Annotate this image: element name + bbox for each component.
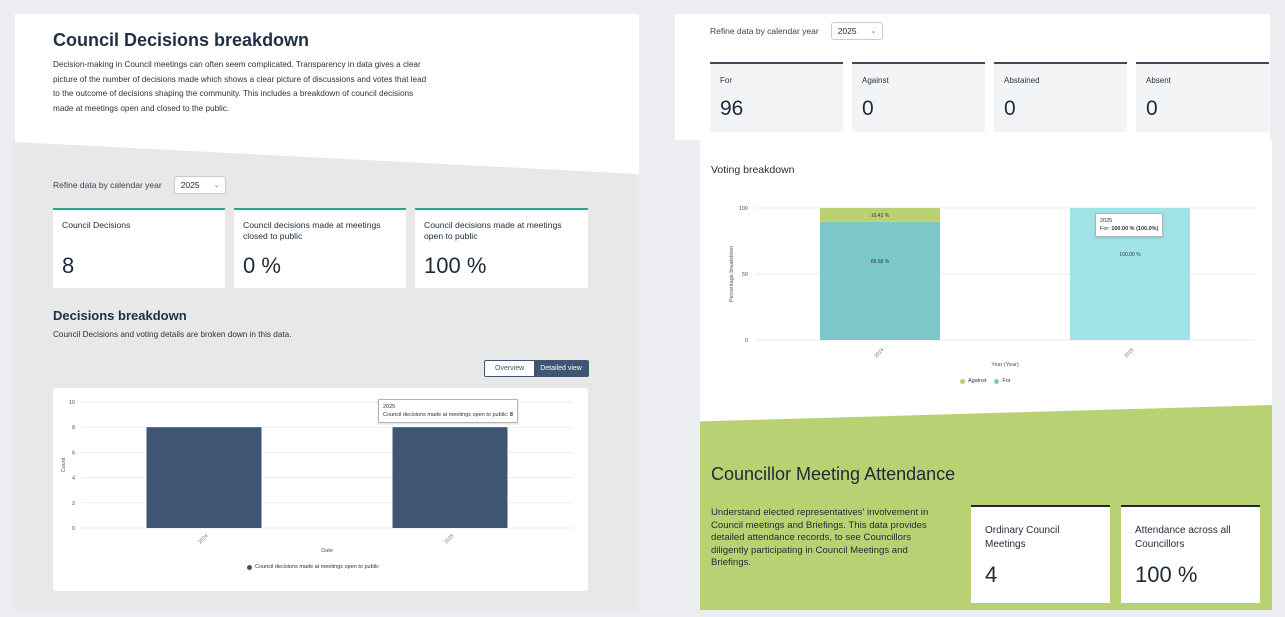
y-tick-label: 4 xyxy=(72,476,75,482)
y-tick-label: 8 xyxy=(72,425,75,431)
page-description: Decision-making in Council meetings can … xyxy=(53,60,427,113)
tooltip-value: 8 xyxy=(509,412,513,418)
chart-legend: Against For xyxy=(960,378,1011,384)
x-tick-label: 2024 xyxy=(197,533,209,545)
attendance-title: Councillor Meeting Attendance xyxy=(711,464,956,484)
y-axis-label: Count xyxy=(61,457,67,472)
x-axis-label: Year (Year) xyxy=(991,362,1019,368)
year-select[interactable]: 2025 ⌄ xyxy=(830,22,884,40)
card-value: 4 xyxy=(985,562,998,587)
bar-for xyxy=(820,221,940,340)
detailed-view-button[interactable]: Detailed view xyxy=(534,361,588,376)
card-value: 100 % xyxy=(424,253,487,278)
card-label: Council decisions made at meetings open … xyxy=(424,220,562,241)
bar-against xyxy=(820,208,940,222)
x-axis-label: Date xyxy=(321,548,333,554)
card-value: 0 xyxy=(1004,97,1016,120)
bar-label: 10.42 % xyxy=(871,213,890,219)
legend-dot xyxy=(994,378,1000,384)
bar-label: 89.58 % xyxy=(871,259,890,265)
y-tick-label: 50 xyxy=(742,272,748,278)
chevron-down-icon: ⌄ xyxy=(213,182,220,189)
view-toggle: Overview Detailed view xyxy=(484,360,589,377)
y-tick-label: 100 xyxy=(739,206,748,212)
chart-tooltip: 2025 Council decisions made at meetings … xyxy=(378,399,518,423)
legend-dot xyxy=(960,378,965,384)
intro-section xyxy=(15,14,639,174)
legend-label: Council decisions made at meetings open … xyxy=(255,564,379,570)
attendance-all-card: Attendance across all Councillors 100 % xyxy=(1121,505,1260,603)
card-label: Attendance across all Councillors xyxy=(1135,525,1231,550)
legend-dot xyxy=(247,564,252,570)
voting-chart: 0 50 100 89.58 % 10.42 % 2024 100.00 % 2025 Year… xyxy=(729,206,1255,368)
tooltip-value: 100.00 % (100.0%) xyxy=(1111,226,1159,232)
for-card: For 96 xyxy=(710,62,843,132)
decisions-breakdown-subtitle: Council Decisions and voting details are… xyxy=(53,330,292,339)
card-label: Ordinary Council Meetings xyxy=(985,525,1060,550)
refine-label: Refine data by calendar year xyxy=(710,26,819,36)
council-decisions-panel: Council Decisions breakdown Decision-mak… xyxy=(15,14,639,610)
decisions-breakdown-title: Decisions breakdown xyxy=(53,308,187,323)
card-label: Council Decisions xyxy=(62,220,131,230)
refine-label: Refine data by calendar year xyxy=(53,180,162,190)
x-tick-label: 2025 xyxy=(1123,347,1135,359)
tooltip-text: Council decisions made at meetings open … xyxy=(383,412,509,418)
open-decisions-card: Council decisions made at meetings open … xyxy=(415,208,588,288)
ordinary-meetings-card: Ordinary Council Meetings 4 xyxy=(971,505,1110,603)
y-axis-label: Percentage breakdown xyxy=(729,246,735,303)
y-tick-label: 0 xyxy=(72,526,75,532)
card-label: Council decisions made at meetings close… xyxy=(243,220,381,241)
bar xyxy=(392,427,508,528)
legend-item-against[interactable]: Against xyxy=(960,378,986,384)
tooltip-year: 2025 xyxy=(383,404,396,410)
card-label: For xyxy=(720,76,732,85)
year-select-value: 2025 xyxy=(837,26,857,36)
tooltip-year: 2025 xyxy=(1100,218,1113,224)
card-value: 0 % xyxy=(243,253,281,278)
tooltip-line: Council decisions made at meetings open … xyxy=(383,411,513,419)
against-card: Against 0 xyxy=(852,62,985,132)
decisions-chart: 0 2 4 6 8 10 2024 2025 Date Count xyxy=(61,400,573,554)
year-select-value: 2025 xyxy=(180,180,200,190)
refine-year-row: Refine data by calendar year 2025 ⌄ xyxy=(53,176,227,194)
card-label: Abstained xyxy=(1004,76,1040,85)
voting-summary-panel: Refine data by calendar year 2025 ⌄ For … xyxy=(675,14,1270,140)
y-tick-label: 0 xyxy=(745,338,748,344)
tooltip-text: For: xyxy=(1100,226,1110,232)
closed-decisions-card: Council decisions made at meetings close… xyxy=(234,208,406,288)
page-title: Council Decisions breakdown xyxy=(53,30,310,50)
abstained-card: Abstained 0 xyxy=(994,62,1127,132)
bar-label: 100.00 % xyxy=(1119,252,1141,258)
year-select[interactable]: 2025 ⌄ xyxy=(173,176,227,194)
refine-year-row: Refine data by calendar year 2025 ⌄ xyxy=(710,22,884,40)
card-label: Against xyxy=(862,76,889,85)
attendance-description: Understand elected representatives' invo… xyxy=(711,507,929,568)
legend-label: Against xyxy=(968,378,987,384)
chart-tooltip: 2025 For: 100.00 % (100.0%) xyxy=(1095,213,1164,237)
overview-button[interactable]: Overview xyxy=(485,361,535,376)
absent-card: Absent 0 xyxy=(1136,62,1269,132)
bar xyxy=(146,427,262,528)
attendance-panel: Councillor Meeting Attendance Understand… xyxy=(700,405,1272,610)
card-value: 100 % xyxy=(1135,562,1198,587)
chart-legend[interactable]: Council decisions made at meetings open … xyxy=(247,564,379,570)
voting-breakdown-panel: Voting breakdown 0 50 100 89.58 % 10.42 % 202… xyxy=(700,140,1272,430)
y-tick-label: 10 xyxy=(69,400,75,406)
card-label: Absent xyxy=(1146,76,1171,85)
card-value: 0 xyxy=(862,97,874,120)
card-value: 0 xyxy=(1146,97,1158,120)
y-tick-label: 6 xyxy=(72,450,75,456)
x-tick-label: 2025 xyxy=(443,533,455,545)
decisions-chart-card: 0 2 4 6 8 10 2024 2025 Date Count 2025 Council de… xyxy=(53,388,588,591)
card-value: 8 xyxy=(62,253,75,278)
x-tick-label: 2024 xyxy=(873,347,885,359)
y-tick-label: 2 xyxy=(72,501,75,507)
legend-label: For xyxy=(1002,378,1011,384)
chevron-down-icon: ⌄ xyxy=(870,28,877,35)
tooltip-line: For: 100.00 % (100.0%) xyxy=(1100,225,1158,233)
voting-breakdown-title: Voting breakdown xyxy=(711,164,795,176)
legend-item-for[interactable]: For xyxy=(994,378,1011,384)
council-decisions-card: Council Decisions 8 xyxy=(53,208,225,288)
card-value: 96 xyxy=(720,97,744,120)
